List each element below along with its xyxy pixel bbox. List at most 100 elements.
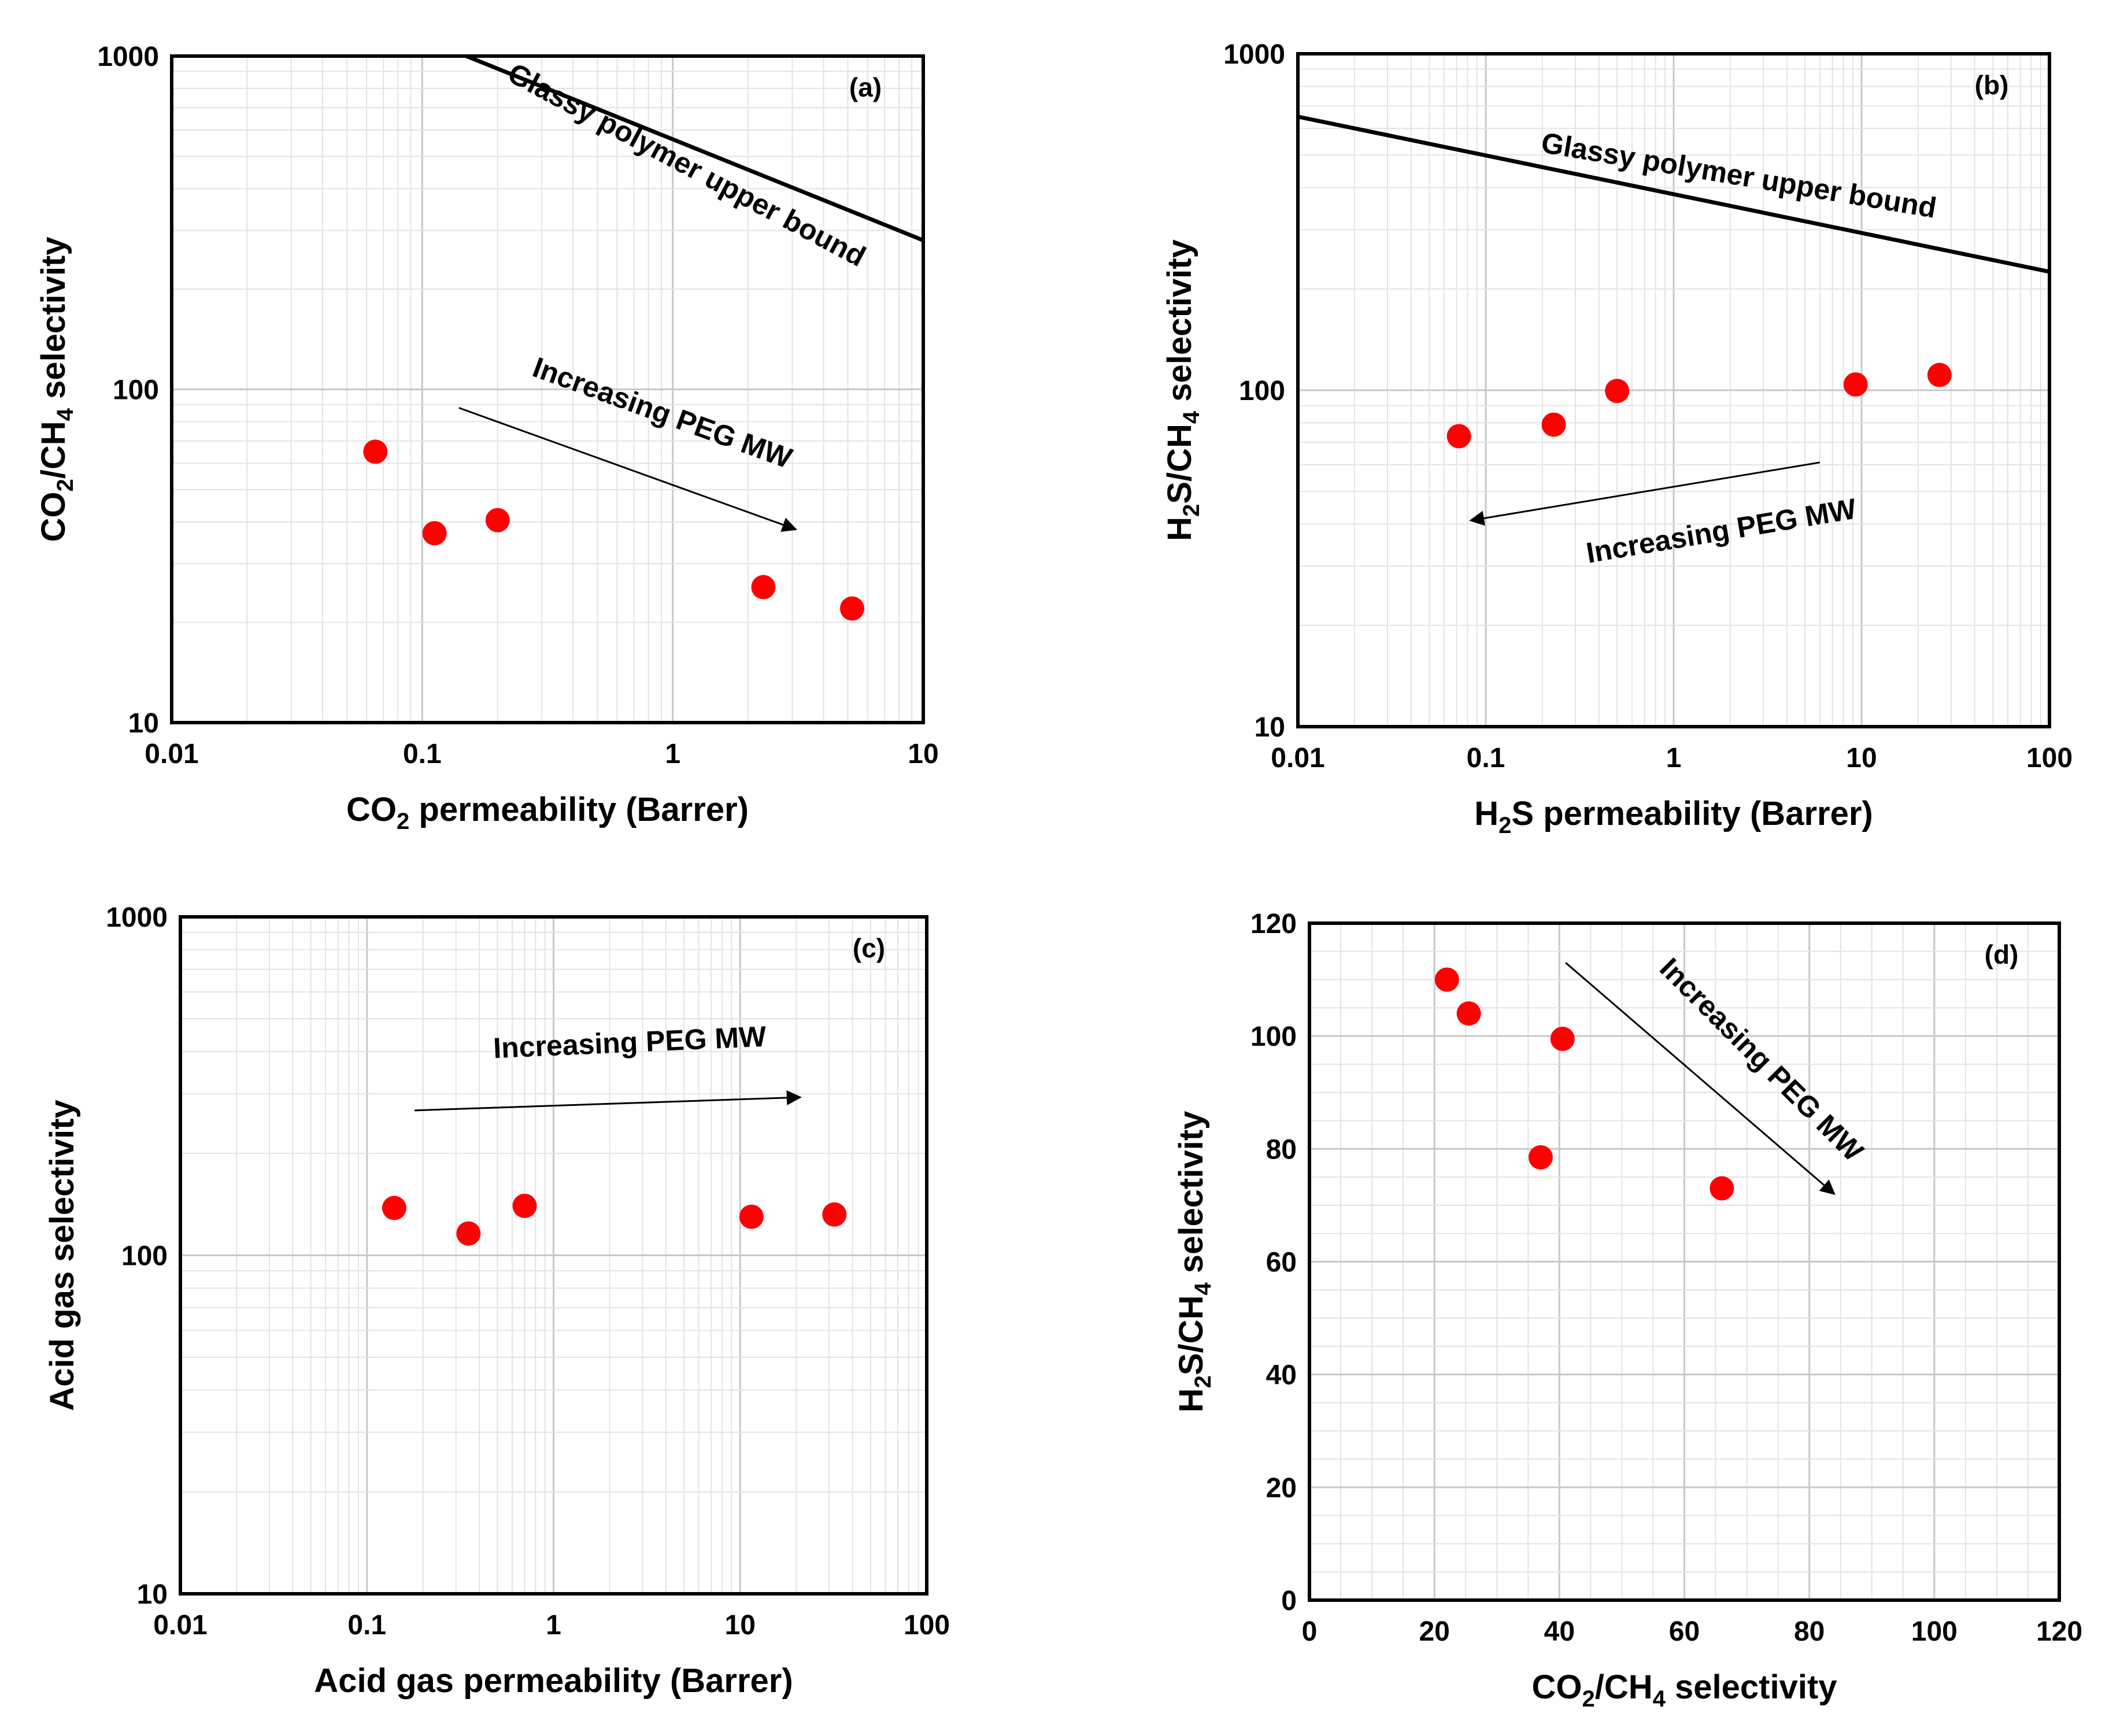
data-point xyxy=(739,1204,764,1229)
data-point xyxy=(1446,424,1471,449)
y-axis-label: CO2/CH4 selectivity xyxy=(35,236,78,542)
y-axis-label: H2S/CH4 selectivity xyxy=(1161,239,1204,541)
data-point xyxy=(1927,362,1952,387)
x-tick-label: 10 xyxy=(725,1610,756,1641)
x-tick-label: 1 xyxy=(665,739,680,769)
y-tick-label: 100 xyxy=(1250,1021,1297,1052)
data-point xyxy=(363,439,388,464)
subscript: 4 xyxy=(53,408,78,421)
x-tick-label: 1 xyxy=(1666,743,1682,773)
panel-a: Glassy polymer upper bound Increasing PEG… xyxy=(35,42,939,834)
x-tick-label: 20 xyxy=(1419,1616,1449,1647)
y-tick-label: 20 xyxy=(1266,1473,1297,1504)
data-point xyxy=(1434,967,1459,992)
trend-arrow xyxy=(415,1090,802,1112)
subscript: 4 xyxy=(1653,1686,1666,1712)
subscript: 2 xyxy=(1582,1686,1594,1712)
y-axis-label: H2S/CH4 selectivity xyxy=(1172,1111,1216,1413)
trend-arrow xyxy=(1469,461,1821,526)
panel-letter: (a) xyxy=(849,72,882,102)
label-part: selectivity xyxy=(35,236,72,408)
data-point xyxy=(512,1193,537,1218)
data-point xyxy=(1550,1027,1575,1052)
data-points xyxy=(363,439,864,621)
label-part: selectivity xyxy=(1172,1111,1210,1283)
y-tick-label: 10 xyxy=(137,1579,168,1610)
x-tick-label: 0.1 xyxy=(1467,743,1505,773)
x-tick-label: 10 xyxy=(908,739,938,769)
label-part: CO xyxy=(35,492,72,542)
data-point xyxy=(1541,412,1566,437)
x-tick-label: 80 xyxy=(1794,1616,1825,1647)
plot-frame xyxy=(179,915,928,1596)
gridlines xyxy=(1297,54,2049,728)
subscript: 4 xyxy=(1190,1282,1216,1295)
data-point xyxy=(485,508,510,532)
gridlines xyxy=(179,917,927,1595)
x-tick-label: 0.01 xyxy=(1271,743,1324,773)
plot-frame xyxy=(1308,921,2061,1602)
label-part: Acid gas selectivity xyxy=(43,1100,81,1411)
trend-arrow xyxy=(458,407,798,532)
y-tick-label: 80 xyxy=(1266,1134,1297,1165)
label-part: H xyxy=(1172,1388,1210,1412)
x-tick-label: 120 xyxy=(2036,1616,2082,1647)
y-tick-label: 40 xyxy=(1266,1360,1297,1391)
label-part: S/CH xyxy=(1172,1295,1210,1376)
x-tick-label: 100 xyxy=(904,1610,950,1641)
y-tick-label: 1000 xyxy=(106,902,168,933)
label-part: Acid gas permeability (Barrer) xyxy=(314,1662,793,1700)
gridlines xyxy=(171,56,923,724)
x-tick-label: 1 xyxy=(546,1610,561,1641)
label-part: H xyxy=(1161,517,1198,541)
upper-bound-label: Glassy polymer upper bound xyxy=(502,57,871,273)
x-tick-label: 0.1 xyxy=(347,1610,386,1641)
panel-c: Increasing PEG MW (c) 0.01 0.1 1 10 100 10 100 10… xyxy=(43,902,950,1700)
subscript: 2 xyxy=(1179,504,1204,517)
data-point xyxy=(422,521,447,546)
x-tick-label: 100 xyxy=(2026,743,2073,773)
data-point xyxy=(751,575,776,599)
panel-letter: (b) xyxy=(1975,70,2009,100)
data-point xyxy=(1605,379,1630,404)
label-part: permeability (Barrer) xyxy=(409,791,749,828)
gridlines xyxy=(1308,922,2060,1601)
plot-frame xyxy=(170,54,925,724)
x-tick-label: 10 xyxy=(1846,743,1877,773)
upper-bound-line xyxy=(465,54,924,242)
upper-bound-line xyxy=(1297,114,2050,274)
x-tick-label: 0 xyxy=(1302,1616,1318,1647)
data-points xyxy=(1446,362,1952,449)
y-tick-label: 1000 xyxy=(1223,39,1285,70)
plot-frame xyxy=(1296,52,2051,728)
x-tick-label: 40 xyxy=(1544,1616,1575,1647)
subscript: 2 xyxy=(53,479,78,491)
tick-labels: 0 20 40 60 80 100 120 0 20 40 60 80 100 120 xyxy=(1250,909,2082,1647)
label-part: /CH xyxy=(35,421,72,479)
x-tick-label: 100 xyxy=(1911,1616,1958,1647)
data-point xyxy=(839,596,864,621)
y-tick-label: 60 xyxy=(1266,1248,1297,1278)
data-points xyxy=(1434,967,1734,1201)
x-tick-label: 0.01 xyxy=(145,739,198,769)
x-axis-label: CO2/CH4 selectivity xyxy=(1531,1668,1837,1712)
label-part: H xyxy=(1474,795,1498,832)
data-point xyxy=(822,1202,847,1227)
trend-label: Increasing PEG MW xyxy=(1584,493,1859,569)
data-point xyxy=(382,1195,406,1220)
y-tick-label: 100 xyxy=(121,1241,168,1272)
y-tick-label: 100 xyxy=(113,375,159,406)
data-point xyxy=(1528,1145,1553,1169)
x-axis-label: Acid gas permeability (Barrer) xyxy=(314,1662,793,1700)
trend-arrow xyxy=(1565,962,1836,1195)
y-tick-label: 0 xyxy=(1281,1586,1297,1616)
label-part: S permeability (Barrer) xyxy=(1511,795,1873,832)
panel-letter: (d) xyxy=(1985,939,2019,969)
y-tick-label: 120 xyxy=(1250,909,1297,939)
panel-letter: (c) xyxy=(853,933,885,963)
x-tick-label: 0.01 xyxy=(153,1610,207,1641)
label-part: CO xyxy=(1531,1668,1582,1706)
x-tick-label: 60 xyxy=(1669,1616,1700,1647)
